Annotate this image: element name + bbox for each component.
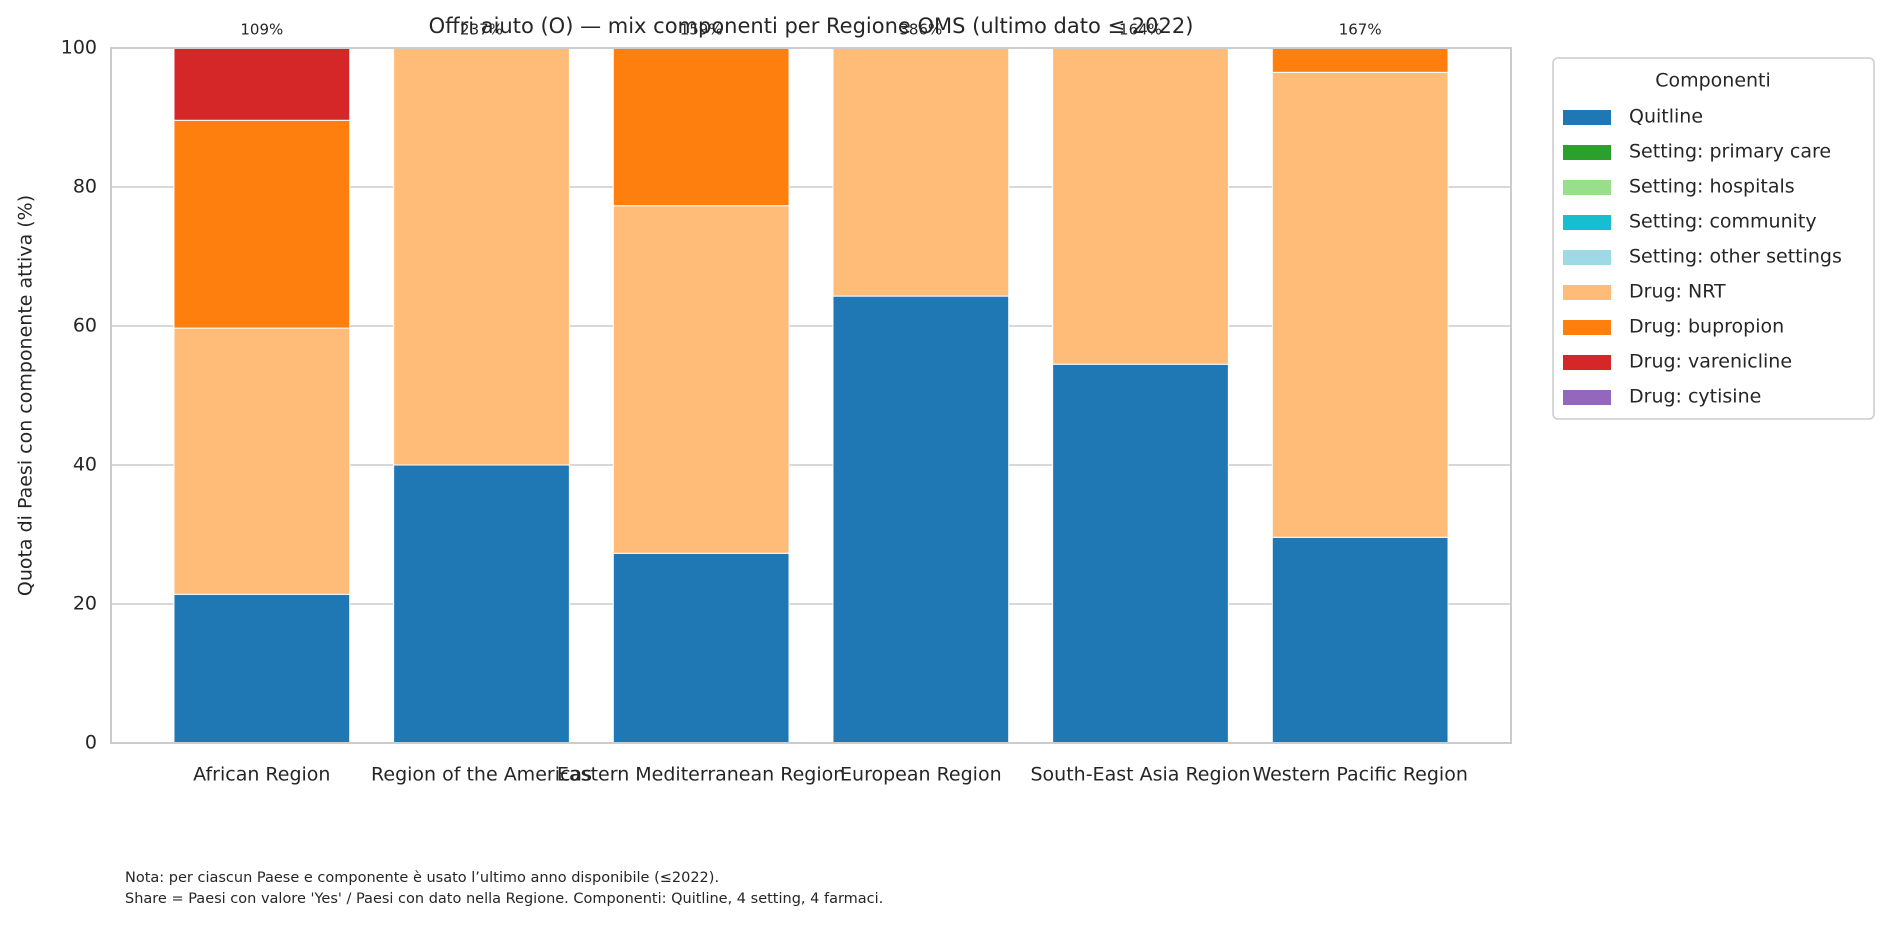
bar-segment	[1271, 71, 1449, 538]
legend-swatch	[1563, 320, 1611, 335]
chart-title: Offri aiuto (O) — mix componenti per Reg…	[429, 14, 1194, 38]
total-label: 159%	[680, 21, 723, 39]
y-tick-label: 60	[73, 315, 97, 337]
bar-segment	[1052, 363, 1229, 743]
legend-title: Componenti	[1655, 70, 1771, 92]
total-label: 164%	[1119, 21, 1162, 39]
legend-label: Setting: other settings	[1629, 246, 1842, 268]
bar-segment	[173, 48, 351, 121]
y-tick-label: 100	[61, 37, 97, 59]
y-tick-label: 20	[73, 593, 97, 615]
legend-label: Drug: bupropion	[1629, 316, 1784, 338]
bar-segment	[173, 593, 351, 743]
legend-swatch	[1563, 285, 1611, 300]
bar-segment	[1271, 536, 1449, 743]
legend-label: Setting: hospitals	[1629, 176, 1795, 198]
bar-segment	[1271, 48, 1449, 73]
y-tick-label: 80	[73, 176, 97, 198]
legend-swatch	[1563, 110, 1611, 125]
legend-box	[1552, 57, 1875, 420]
total-label: 167%	[1339, 21, 1382, 39]
legend-swatch	[1563, 390, 1611, 405]
bar-segment	[173, 327, 351, 595]
total-label: 237%	[460, 21, 503, 39]
legend-swatch	[1563, 180, 1611, 195]
x-tick-label: European Region	[840, 764, 1002, 786]
plot-frame	[110, 47, 1512, 744]
y-tick-label: 0	[85, 732, 97, 754]
bar-segment	[393, 464, 570, 743]
bar-segment	[173, 119, 351, 329]
bar-segment	[393, 48, 570, 466]
bar-segment	[612, 48, 790, 207]
x-tick-label: African Region	[193, 764, 330, 786]
legend-label: Quitline	[1629, 106, 1703, 128]
legend-label: Drug: NRT	[1629, 281, 1726, 303]
bar-segment	[612, 205, 790, 554]
bar-segment	[832, 48, 1010, 297]
x-tick-label: South-East Asia Region	[1030, 764, 1250, 786]
x-tick-label: Region of the Americas	[371, 764, 592, 786]
total-label: 386%	[899, 21, 942, 39]
legend-swatch	[1563, 215, 1611, 230]
footnote: Nota: per ciascun Paese e componente è u…	[125, 870, 719, 886]
legend-swatch	[1563, 355, 1611, 370]
legend-label: Setting: community	[1629, 211, 1817, 233]
bar-segment	[832, 295, 1010, 743]
y-tick-label: 40	[73, 454, 97, 476]
bar-segment	[612, 552, 790, 743]
legend-swatch	[1563, 145, 1611, 160]
legend-label: Drug: varenicline	[1629, 351, 1792, 373]
legend-swatch	[1563, 250, 1611, 265]
y-axis-label: Quota di Paesi con componente attiva (%)	[15, 195, 37, 596]
bar-segment	[1052, 48, 1229, 365]
footnote: Share = Paesi con valore 'Yes' / Paesi c…	[125, 891, 883, 907]
total-label: 109%	[240, 21, 283, 39]
x-tick-label: Eastern Mediterranean Region	[557, 764, 845, 786]
x-tick-label: Western Pacific Region	[1252, 764, 1467, 786]
legend-label: Drug: cytisine	[1629, 386, 1761, 408]
bars	[173, 48, 1449, 743]
legend-label: Setting: primary care	[1629, 141, 1831, 163]
